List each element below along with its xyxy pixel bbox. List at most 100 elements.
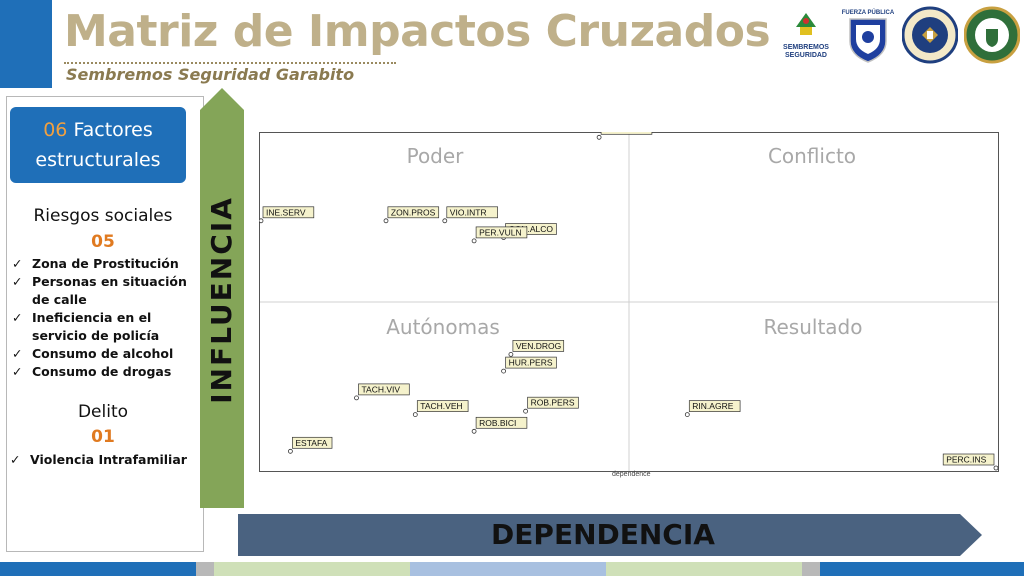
- list-item: ✓ Zona de Prostitución: [12, 256, 179, 271]
- partner-logos: SEMBREMOS SEGURIDAD FUERZA PÚBLICA: [778, 2, 1020, 68]
- point-label-box: [505, 356, 557, 369]
- point-label-box: [262, 206, 315, 219]
- point-label: PERC.INS: [946, 455, 986, 465]
- point-label: RIN.AGRE: [692, 401, 733, 411]
- point-marker: [471, 238, 477, 244]
- point-tach-viv: TACH.VIV: [354, 383, 410, 401]
- quadrant-label-power: Poder: [407, 144, 465, 168]
- check-icon: ✓: [12, 274, 23, 289]
- footer-segment: [820, 562, 1024, 576]
- footer-segment: [196, 562, 214, 576]
- check-icon: ✓: [12, 256, 23, 271]
- social-risks-list: ✓ Zona de Prostitución ✓ Personas en situa…: [10, 255, 200, 381]
- point-label: CON.ALCO: [509, 224, 554, 234]
- points-layer: CON.DROG INE.SERV ZON.PROS VIO.INTR CON.ALCO…: [259, 132, 999, 471]
- point-label: TACH.VIV: [362, 384, 401, 394]
- point-rin-agre: RIN.AGRE: [684, 400, 741, 418]
- crime-list: ✓ Violencia Intrafamiliar: [8, 451, 202, 469]
- point-con-drog: CON.DROG: [596, 132, 653, 140]
- dependence-axis-label: DEPENDENCIA: [491, 518, 715, 551]
- point-per-vuln: PER.VULN: [471, 226, 528, 244]
- check-icon: ✓: [12, 346, 23, 361]
- point-tach-veh: TACH.VEH: [412, 400, 469, 418]
- check-icon: ✓: [12, 310, 23, 325]
- point-label-box: [475, 226, 528, 239]
- point-marker: [684, 412, 690, 418]
- sembremos-seguridad-logo: SEMBREMOS SEGURIDAD: [778, 5, 834, 65]
- point-label-box: [387, 206, 440, 219]
- point-label-box: [512, 340, 565, 352]
- point-label: VIO.INTR: [450, 207, 487, 217]
- point-label-box: [475, 416, 528, 429]
- point-ven-drog: VEN.DROG: [508, 340, 565, 357]
- list-item: ✓ Consumo de drogas: [12, 364, 172, 379]
- point-marker: [471, 428, 477, 434]
- svg-text:SEGURIDAD: SEGURIDAD: [785, 52, 827, 59]
- page-title: Matriz de Impactos Cruzados: [64, 6, 771, 57]
- point-label-box: [527, 396, 579, 409]
- point-label: INE.SERV: [266, 207, 306, 217]
- point-perc-ins: PERC.INS: [942, 453, 999, 471]
- factors-count: 06: [43, 119, 68, 141]
- point-label-box: [600, 132, 653, 135]
- fuerza-publica-logo: FUERZA PÚBLICA: [840, 5, 896, 65]
- point-label-box: [292, 436, 333, 449]
- list-item: ✓ Consumo de alcohol: [12, 346, 174, 361]
- point-label-box: [358, 383, 410, 396]
- us-embassy-seal: [902, 5, 958, 65]
- policia-nacional-seal: [964, 5, 1020, 65]
- footer-segment: [214, 562, 410, 576]
- quadrant-label-autonomous: Autónomas: [386, 315, 500, 339]
- impact-matrix-chart: Poder Conflicto Autónomas Resultado CON.…: [259, 132, 999, 472]
- check-icon: ✓: [12, 364, 23, 379]
- point-marker: [354, 395, 359, 401]
- header-corner-bar: [0, 0, 52, 88]
- point-label: CON.DROG: [604, 132, 651, 134]
- footer-segment: [606, 562, 802, 576]
- point-marker: [523, 408, 529, 414]
- point-label: ESTAFA: [295, 438, 327, 448]
- x-axis-label: dependence: [612, 471, 651, 478]
- social-risks-title: Riesgos sociales: [33, 206, 173, 226]
- point-marker: [442, 218, 448, 224]
- point-marker: [596, 134, 602, 140]
- factors-header-box: 06 Factores estructurales: [10, 107, 186, 183]
- dependence-arrow: [238, 514, 982, 556]
- crime-title: Delito: [77, 402, 129, 422]
- footer-segment: [802, 562, 820, 576]
- point-zon-pros: ZON.PROS: [383, 206, 440, 224]
- quadrant-label-conflict: Conflicto: [768, 144, 856, 168]
- point-marker: [501, 368, 507, 374]
- point-marker: [412, 412, 418, 418]
- point-rob-pers: ROB.PERS: [523, 396, 579, 414]
- point-label: HUR.PERS: [509, 358, 553, 368]
- point-estafa: ESTAFA: [287, 436, 333, 454]
- point-label: ROB.BICI: [479, 418, 516, 428]
- point-label-box: [416, 400, 469, 412]
- factors-label: Factores estructurales: [35, 119, 161, 171]
- quadrant-label-result: Resultado: [764, 315, 863, 339]
- point-label: ROB.PERS: [531, 398, 575, 408]
- footer-segment: [0, 562, 196, 576]
- point-marker: [383, 218, 389, 224]
- footer-color-strip: [0, 562, 1024, 576]
- footer-segment: [410, 562, 606, 576]
- point-marker: [287, 448, 293, 454]
- point-label-box: [942, 453, 995, 466]
- title-divider: [64, 62, 396, 64]
- point-label: VEN.DROG: [516, 341, 561, 351]
- point-label-box: [446, 206, 498, 219]
- page-subtitle: Sembremos Seguridad Garabito: [66, 65, 355, 84]
- point-hur-pers: HUR.PERS: [501, 356, 557, 374]
- check-icon: ✓: [10, 452, 21, 467]
- point-marker: [508, 351, 514, 357]
- social-risks-count: 05: [91, 232, 115, 252]
- point-label: TACH.VEH: [420, 401, 462, 411]
- svg-text:SEMBREMOS: SEMBREMOS: [783, 44, 829, 51]
- point-label-box: [688, 400, 741, 412]
- influence-axis-label: INFLUENCIA: [205, 196, 238, 404]
- point-ine-serv: INE.SERV: [259, 206, 315, 224]
- point-vio-intr: VIO.INTR: [442, 206, 498, 224]
- list-item: ✓ Personas en situación de calle: [12, 274, 187, 307]
- svg-text:FUERZA PÚBLICA: FUERZA PÚBLICA: [842, 9, 895, 16]
